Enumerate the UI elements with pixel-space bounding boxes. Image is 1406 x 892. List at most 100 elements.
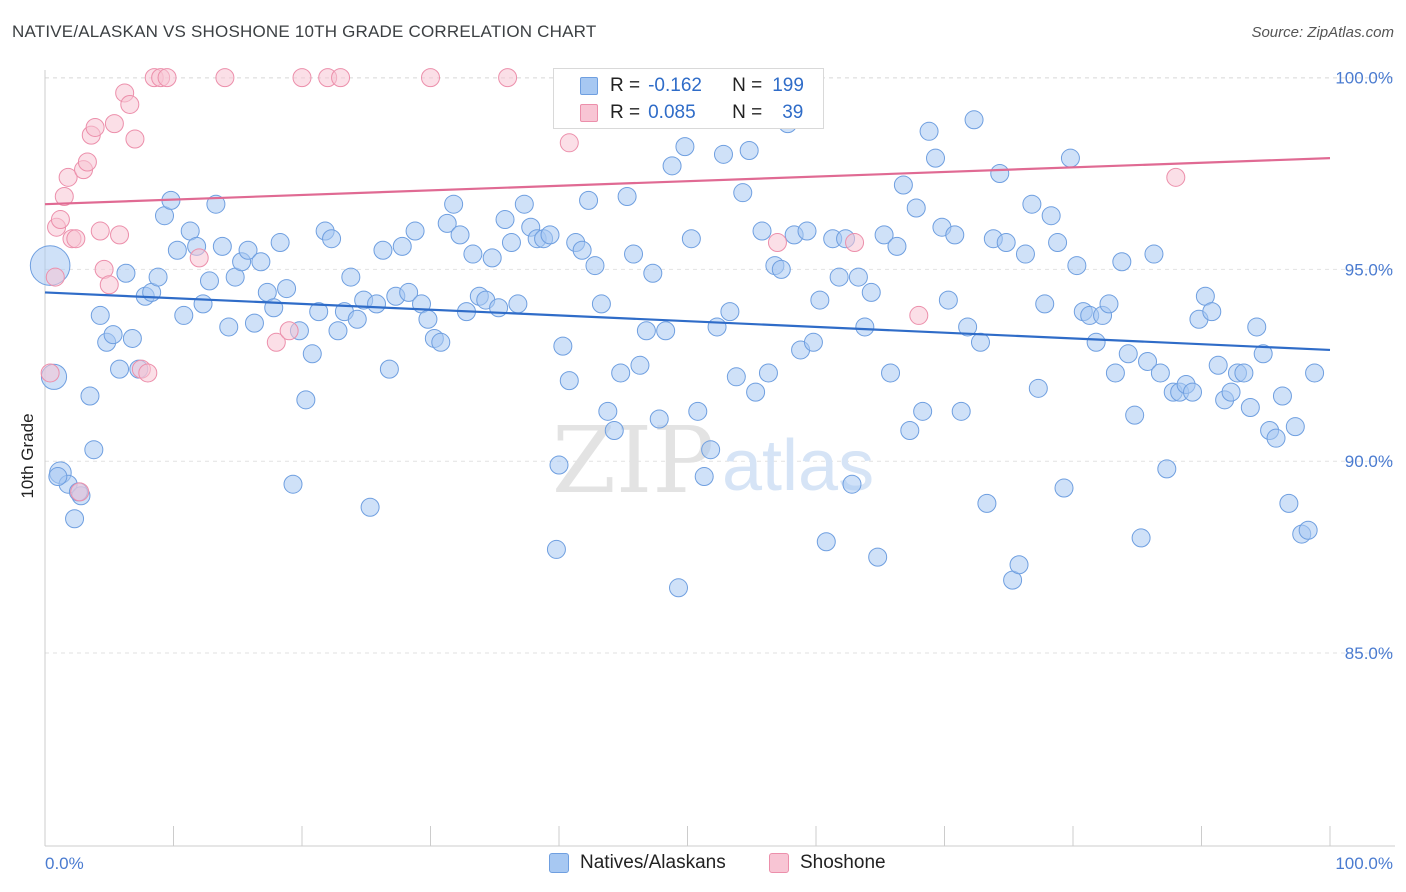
natives-point xyxy=(758,363,778,383)
natives-point xyxy=(103,325,123,345)
axes xyxy=(44,70,1395,847)
shoshone-point xyxy=(110,225,130,245)
natives-point xyxy=(842,474,862,494)
natives-point xyxy=(701,440,721,460)
natives-point xyxy=(591,294,611,314)
legend-n-label: N = xyxy=(732,75,763,96)
natives-point xyxy=(1060,148,1080,168)
natives-point xyxy=(405,221,425,241)
natives-point xyxy=(669,578,689,598)
natives-point xyxy=(1266,428,1286,448)
natives-point xyxy=(713,144,733,164)
natives-point xyxy=(501,233,521,253)
natives-point xyxy=(572,240,592,260)
natives-point xyxy=(1144,244,1164,264)
shoshone-point xyxy=(421,68,440,88)
watermark: ZIP atlas xyxy=(552,407,874,514)
natives-point xyxy=(746,382,766,402)
natives-point xyxy=(1009,555,1029,575)
natives-point xyxy=(649,409,669,429)
shoshone-point xyxy=(66,229,86,249)
natives-point xyxy=(887,236,907,256)
tick-labels: 85.0% 90.0% 95.0% 100.0% 0.0% 100.0% xyxy=(45,69,1393,873)
natives-point xyxy=(328,321,348,341)
natives-point xyxy=(1041,206,1061,226)
natives-point xyxy=(219,317,239,337)
natives-point xyxy=(206,194,226,214)
natives-point xyxy=(212,236,232,256)
natives-point xyxy=(1221,382,1241,402)
shoshone-point xyxy=(120,94,140,114)
legend-n-label: N = xyxy=(732,102,763,123)
y-tick-label: 90.0% xyxy=(1345,452,1393,471)
shoshone-point xyxy=(1166,167,1186,187)
legend-swatch-natives xyxy=(580,77,598,95)
natives-point xyxy=(418,309,438,329)
natives-point xyxy=(80,386,100,406)
natives-point xyxy=(1105,363,1125,383)
natives-point xyxy=(643,263,663,283)
natives-point xyxy=(913,401,933,421)
natives-point xyxy=(906,198,926,218)
natives-point xyxy=(926,148,946,168)
natives-point xyxy=(797,221,817,241)
shoshone-point xyxy=(138,363,158,383)
natives-point xyxy=(636,321,656,341)
natives-point xyxy=(1028,378,1048,398)
natives-point xyxy=(1112,252,1132,272)
natives-point xyxy=(373,240,393,260)
natives-point xyxy=(829,267,849,287)
natives-point xyxy=(546,539,566,559)
natives-point xyxy=(322,229,342,249)
chart-title: NATIVE/ALASKAN VS SHOSHONE 10TH GRADE CO… xyxy=(12,22,597,41)
shoshone-point xyxy=(58,167,78,187)
shoshone-trend-line xyxy=(44,157,1331,206)
natives-point xyxy=(65,509,85,529)
natives-point xyxy=(675,137,695,157)
natives-point xyxy=(1305,363,1325,383)
natives-point xyxy=(585,256,605,276)
natives-point xyxy=(283,474,303,494)
legend-n-value: 199 xyxy=(772,75,804,96)
natives-point xyxy=(681,229,701,249)
natives-point xyxy=(1131,528,1151,548)
natives-point xyxy=(148,267,168,287)
natives-point xyxy=(893,175,913,195)
natives-point xyxy=(990,164,1010,183)
shoshone-point xyxy=(70,482,90,502)
natives-point xyxy=(810,290,830,310)
natives-point xyxy=(624,244,644,264)
legend-item-natives[interactable]: Natives/Alaskans xyxy=(549,852,726,874)
natives-point xyxy=(861,282,881,302)
legend-swatch-shoshone xyxy=(580,104,598,122)
natives-point xyxy=(958,317,978,337)
natives-point xyxy=(720,302,740,322)
natives-point xyxy=(598,401,618,421)
natives-point xyxy=(739,140,759,160)
natives-point xyxy=(1247,317,1267,337)
shoshone-point xyxy=(99,275,119,295)
legend-item-shoshone[interactable]: Shoshone xyxy=(769,852,886,874)
natives-point xyxy=(1234,363,1254,383)
x-tick-label: 100.0% xyxy=(1335,854,1393,873)
natives-point xyxy=(868,547,888,567)
natives-point xyxy=(431,332,451,352)
legend-label-natives: Natives/Alaskans xyxy=(580,852,726,873)
watermark-zip: ZIP xyxy=(552,407,714,514)
natives-point xyxy=(579,190,599,210)
natives-point xyxy=(482,248,502,268)
natives-point xyxy=(495,210,515,230)
natives-point xyxy=(951,401,971,421)
natives-point xyxy=(694,467,714,487)
correlation-legend: R = -0.162 N = 199 R = 0.085 N = 39 xyxy=(553,68,824,129)
shoshone-point xyxy=(331,68,351,88)
natives-point xyxy=(938,290,958,310)
legend-row-shoshone: R = 0.085 N = 39 xyxy=(554,100,803,126)
legend-swatch-natives xyxy=(549,853,569,873)
natives-point xyxy=(553,336,573,356)
natives-point xyxy=(771,259,791,279)
natives-point xyxy=(630,355,650,375)
natives-point xyxy=(463,244,483,264)
shoshone-point xyxy=(845,233,865,253)
natives-point xyxy=(367,294,387,314)
